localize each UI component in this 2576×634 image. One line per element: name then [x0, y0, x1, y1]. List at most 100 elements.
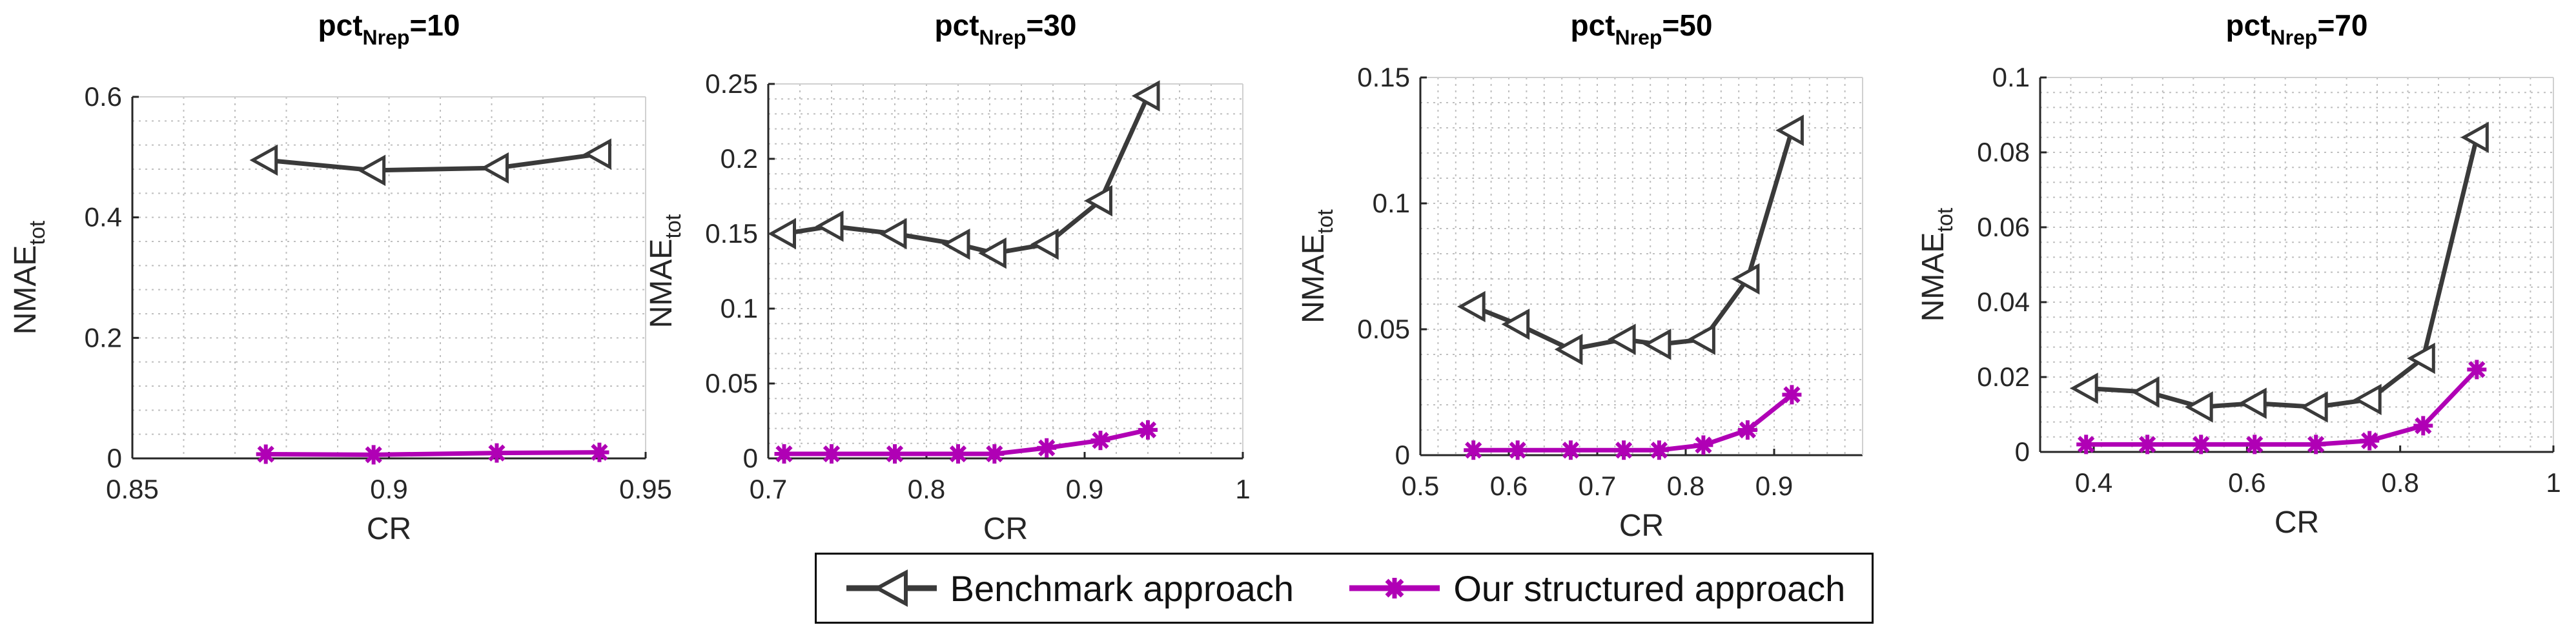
data-point-structured: [2306, 435, 2326, 455]
x-tick-label: 0.5: [1402, 471, 1439, 501]
series-structured: [2076, 360, 2487, 455]
chart-title-sub: Nrep: [1615, 26, 1662, 49]
x-tick-label: 0.8: [2381, 467, 2418, 498]
marker-stroke: [2415, 417, 2432, 435]
y-tick-label: 0.05: [705, 368, 758, 398]
data-point-structured: [1649, 440, 1669, 460]
series-line: [265, 152, 600, 173]
y-axis-label: NMAEtot: [8, 220, 50, 334]
marker-stroke: [1739, 421, 1757, 439]
y-tick-label: 0: [2015, 436, 2030, 467]
y-axis-label: NMAEtot: [1916, 207, 1958, 322]
y-tick-label: 0.05: [1357, 314, 1410, 344]
legend-swatch-structured: [1349, 578, 1440, 598]
y-tick-label: 0.6: [85, 81, 122, 112]
x-tick-label: 0.9: [1066, 474, 1103, 504]
data-point-structured: [256, 444, 276, 464]
chart-title-main: pct: [935, 8, 979, 42]
data-point-structured: [985, 444, 1005, 464]
x-tick-label: 0.8: [908, 474, 945, 504]
chart-2: 0.7 0.8 0.9 1 0 0.05 0.1 0.15 0.2 0.25 pctNrep=30 C…: [644, 8, 1251, 546]
data-point-benchmark: [1457, 291, 1486, 323]
data-point-benchmark: [583, 138, 611, 170]
marker-stroke: [1783, 386, 1801, 404]
series-structured: [774, 420, 1158, 464]
y-axis-label: NMAEtot: [1296, 209, 1338, 323]
data-point-benchmark: [357, 154, 386, 187]
data-point-structured: [2245, 435, 2265, 455]
marker-stroke: [488, 444, 506, 462]
data-point-benchmark: [1775, 114, 1804, 147]
x-tick-label: 0.9: [370, 474, 407, 504]
marker-stroke: [986, 445, 1003, 463]
data-point-benchmark: [2131, 376, 2160, 408]
marker-stroke: [1038, 439, 1056, 456]
chart-title: pctNrep=10: [318, 8, 460, 49]
y-tick-label: 0.1: [1373, 188, 1410, 218]
chart-title-main: pct: [2226, 8, 2271, 42]
data-point-benchmark: [2185, 391, 2213, 423]
y-axis-label: NMAEtot: [644, 214, 686, 328]
data-point-structured: [2360, 431, 2380, 451]
marker-stroke: [823, 445, 841, 463]
chart-title: pctNrep=50: [1571, 8, 1713, 49]
y-axis-label-main: NMAE: [1916, 232, 1950, 322]
y-tick-label: 0.08: [1977, 137, 2030, 167]
data-point-structured: [589, 442, 609, 462]
legend-swatch-benchmark: [846, 569, 937, 608]
data-point-benchmark: [1687, 323, 1715, 355]
data-point-benchmark: [941, 228, 970, 260]
grid: [768, 83, 1243, 459]
data-point-benchmark: [1554, 333, 1583, 365]
legend-entry-structured: Our structured approach: [1346, 568, 1845, 609]
data-point-benchmark: [2070, 373, 2098, 404]
marker-stroke: [591, 444, 608, 461]
data-point-structured: [2076, 435, 2096, 455]
marker-stroke: [1562, 442, 1580, 459]
series-structured: [1464, 385, 1802, 460]
data-point-structured: [822, 444, 841, 464]
chart-title-sub: Nrep: [363, 26, 410, 49]
data-point-structured: [1693, 435, 1713, 455]
x-tick-label: 0.7: [750, 474, 787, 504]
data-point-structured: [2413, 416, 2433, 436]
y-tick-label: 0.02: [1977, 362, 2030, 392]
data-point-structured: [885, 444, 905, 464]
y-tick-label: 0.15: [705, 218, 758, 249]
data-point-benchmark: [1642, 329, 1671, 360]
series-line: [1473, 393, 1794, 453]
y-tick-label: 0.4: [85, 202, 122, 232]
marker-stroke: [1509, 442, 1526, 459]
x-axis-label: CR: [1619, 509, 1664, 543]
marker-stroke: [949, 445, 967, 463]
data-point-benchmark: [2300, 391, 2328, 423]
legend-label-structured: Our structured approach: [1453, 568, 1846, 609]
marker-stroke: [2246, 436, 2264, 453]
data-point-structured: [487, 443, 507, 463]
data-point-structured: [948, 444, 968, 464]
y-tick-label: 0.15: [1357, 62, 1410, 92]
marker-stroke: [1615, 442, 1633, 459]
chart-title-suffix: =10: [409, 8, 460, 42]
marker-stroke: [257, 445, 274, 463]
series-benchmark: [1457, 114, 1804, 365]
data-point-structured: [2467, 360, 2487, 380]
data-point-benchmark: [815, 210, 844, 242]
y-axis-label-main: NMAE: [1296, 234, 1331, 323]
data-point-benchmark: [1731, 263, 1760, 295]
chart-3: 0.5 0.6 0.7 0.8 0.9 0 0.05 0.1 0.15 pctNrep=50 CR N…: [1296, 8, 1863, 543]
data-point-structured: [1508, 440, 1528, 460]
data-point-structured: [1560, 440, 1580, 460]
series-line: [265, 450, 600, 457]
chart-title: pctNrep=70: [2226, 8, 2368, 49]
data-point-benchmark: [1030, 228, 1059, 260]
y-tick-label: 0.1: [721, 293, 758, 323]
grid: [132, 96, 646, 459]
data-point-benchmark: [480, 152, 509, 184]
chart-4: 0.4 0.6 0.8 1 0 0.02 0.04 0.06 0.08 0.1 pctNrep=70…: [1916, 8, 2561, 540]
y-tick-label: 0.04: [1977, 287, 2030, 317]
series-benchmark: [249, 138, 611, 187]
data-point-structured: [1737, 420, 1757, 440]
data-point-benchmark: [1607, 323, 1636, 355]
data-point-structured: [2138, 435, 2158, 455]
